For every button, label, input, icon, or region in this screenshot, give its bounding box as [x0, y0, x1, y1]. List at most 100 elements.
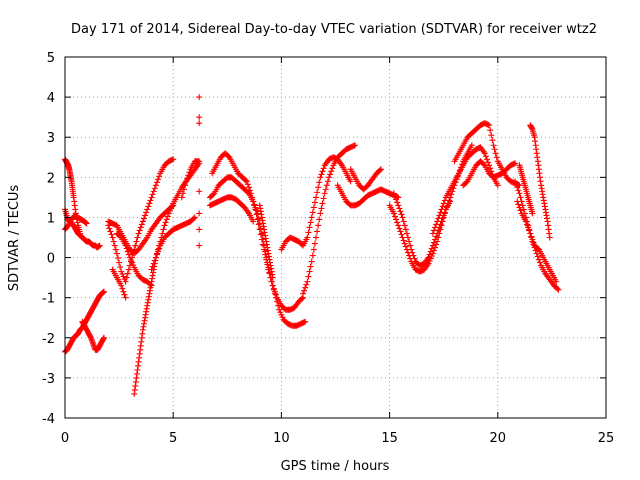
data-point	[396, 225, 403, 232]
data-point	[269, 282, 276, 289]
data-point	[440, 200, 447, 207]
data-point	[524, 221, 531, 228]
data-point	[178, 194, 185, 201]
data-point	[317, 174, 324, 181]
data-point	[485, 159, 492, 166]
data-point	[436, 212, 443, 219]
data-point	[252, 206, 259, 213]
data-point	[151, 185, 158, 192]
data-point	[554, 285, 561, 292]
data-point	[130, 250, 137, 257]
x-tick-label: 20	[490, 431, 507, 446]
x-tick-label: 25	[598, 431, 615, 446]
data-point	[149, 263, 156, 270]
data-point	[377, 166, 384, 173]
data-point	[250, 218, 257, 225]
data-point	[483, 156, 490, 163]
x-tick-label: 5	[169, 431, 177, 446]
data-point	[144, 206, 151, 213]
data-point	[320, 165, 327, 172]
data-point	[396, 205, 403, 212]
data-point	[249, 194, 256, 201]
x-tick-label: 0	[61, 431, 69, 446]
data-point	[402, 226, 409, 233]
data-point	[124, 270, 131, 277]
data-point	[324, 178, 331, 185]
data-point	[463, 179, 470, 186]
data-point	[393, 196, 400, 203]
data-point	[242, 177, 249, 184]
data-point	[406, 238, 413, 245]
data-point	[150, 260, 157, 267]
data-point	[515, 201, 522, 208]
data-point	[429, 242, 436, 249]
data-point	[158, 234, 165, 241]
data-point	[487, 127, 494, 134]
data-point	[410, 252, 417, 259]
data-point	[148, 282, 155, 289]
data-point	[83, 220, 90, 227]
data-point	[136, 227, 143, 234]
data-point	[314, 228, 321, 235]
y-tick-label: -3	[42, 372, 55, 387]
data-point	[120, 288, 127, 295]
data-point	[535, 256, 542, 263]
data-point	[494, 182, 501, 189]
data-point	[159, 230, 166, 237]
data-point	[347, 178, 354, 185]
data-point	[398, 231, 405, 238]
y-tick-label: 0	[47, 252, 55, 267]
data-point	[316, 216, 323, 223]
data-point	[401, 222, 408, 229]
x-tick-label: 10	[273, 431, 290, 446]
data-point	[512, 160, 519, 167]
data-point	[121, 291, 128, 298]
data-point	[310, 246, 317, 253]
data-point	[156, 173, 163, 180]
data-point	[351, 142, 358, 149]
data-point	[270, 285, 277, 292]
data-point	[162, 219, 169, 226]
data-point	[304, 278, 311, 285]
data-point	[255, 215, 262, 222]
data-point	[394, 199, 401, 206]
data-point	[480, 161, 487, 168]
data-point	[315, 222, 322, 229]
data-point	[437, 209, 444, 216]
data-point	[489, 137, 496, 144]
data-point	[399, 214, 406, 221]
data-point	[520, 206, 527, 213]
data-point	[307, 219, 314, 226]
data-point	[512, 178, 519, 185]
data-point	[493, 154, 500, 161]
data-point	[376, 167, 383, 174]
data-point	[122, 242, 129, 249]
data-point	[315, 184, 322, 191]
data-point	[432, 224, 439, 231]
data-point	[397, 208, 404, 215]
data-point	[317, 210, 324, 217]
data-point	[77, 230, 84, 237]
data-point	[163, 216, 170, 223]
data-point	[148, 194, 155, 201]
data-point	[326, 174, 333, 181]
data-point	[407, 242, 414, 249]
data-point	[149, 191, 156, 198]
data-point	[106, 225, 113, 232]
data-point	[492, 150, 499, 157]
data-point	[404, 234, 411, 241]
data-point	[392, 213, 399, 220]
data-point	[534, 245, 541, 252]
data-point	[517, 207, 524, 214]
data-point	[117, 264, 124, 271]
data-point	[433, 233, 440, 240]
data-point	[145, 203, 152, 210]
x-axis-label: GPS time / hours	[281, 459, 390, 474]
data-point	[394, 219, 401, 226]
data-point	[525, 224, 532, 231]
data-point	[529, 210, 536, 217]
data-point	[319, 168, 326, 175]
data-point	[142, 212, 149, 219]
data-point	[255, 221, 262, 228]
data-point	[123, 274, 130, 281]
